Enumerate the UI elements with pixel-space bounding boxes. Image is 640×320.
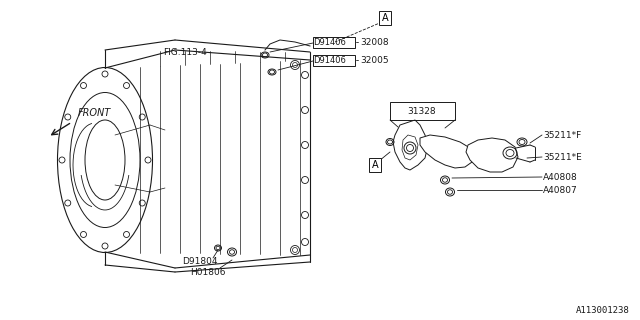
Text: H01806: H01806 [190, 268, 226, 277]
Text: A40808: A40808 [543, 172, 578, 181]
Text: 31328: 31328 [408, 107, 436, 116]
Bar [313, 55, 355, 66]
Text: FIG.113-4: FIG.113-4 [163, 47, 207, 57]
Ellipse shape [58, 68, 152, 252]
Polygon shape [466, 138, 518, 172]
Text: A: A [372, 160, 378, 170]
Text: A: A [381, 13, 388, 23]
Text: 35211*E: 35211*E [543, 153, 582, 162]
Text: 35211*F: 35211*F [543, 131, 581, 140]
Text: FRONT: FRONT [78, 108, 111, 118]
Bar [313, 37, 355, 48]
Text: 32005: 32005 [360, 56, 388, 65]
Text: D91406: D91406 [313, 56, 346, 65]
Text: A40807: A40807 [543, 186, 578, 195]
Polygon shape [420, 135, 475, 168]
Text: A113001238: A113001238 [576, 306, 630, 315]
Polygon shape [393, 120, 428, 170]
Text: D91406: D91406 [313, 38, 346, 47]
Text: D91804: D91804 [182, 257, 218, 266]
Bar [390, 102, 455, 120]
Text: 32008: 32008 [360, 38, 388, 47]
